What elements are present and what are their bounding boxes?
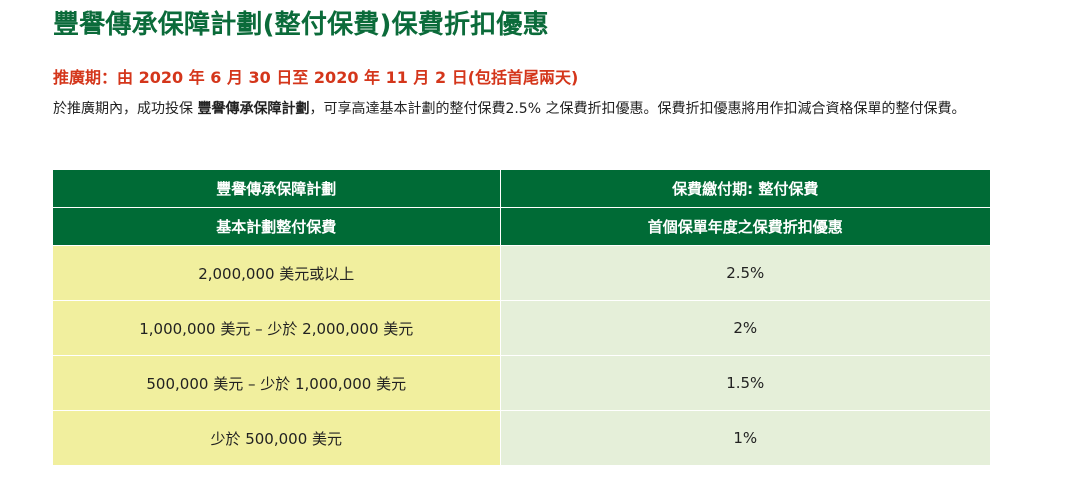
discount-rate-cell: 1% [500,410,990,466]
premium-amount-cell: 500,000 美元 – 少於 1,000,000 美元 [53,355,501,411]
table-row: 少於 500,000 美元 1% [53,410,990,466]
table-header-row: 基本計劃整付保費 首個保單年度之保費折扣優惠 [53,207,990,246]
premium-amount-cell: 少於 500,000 美元 [53,410,501,466]
plan-name: 豐譽傳承保障計劃 [197,101,310,117]
table-row: 500,000 美元 – 少於 1,000,000 美元 1.5% [53,355,990,411]
header-payment-term: 保費繳付期: 整付保費 [500,170,990,208]
header-plan-name: 豐譽傳承保障計劃 [53,170,501,208]
page-title: 豐譽傳承保障計劃(整付保費)保費折扣優惠 [53,10,549,40]
premium-amount-cell: 1,000,000 美元 – 少於 2,000,000 美元 [53,300,501,356]
header-premium: 基本計劃整付保費 [53,207,501,246]
table-row: 1,000,000 美元 – 少於 2,000,000 美元 2% [53,300,990,356]
description-text-2: ，可享高達基本計劃的整付保費2.5% 之保費折扣優惠。保費折扣優惠將用作扣減合資… [309,101,966,117]
promo-period: 推廣期：由 2020 年 6 月 30 日至 2020 年 11 月 2 日(包… [53,68,579,87]
header-discount: 首個保單年度之保費折扣優惠 [500,207,990,246]
table-row: 2,000,000 美元或以上 2.5% [53,245,990,301]
offer-description: 於推廣期內，成功投保 豐譽傳承保障計劃，可享高達基本計劃的整付保費2.5% 之保… [53,100,1053,118]
discount-table: 豐譽傳承保障計劃 保費繳付期: 整付保費 基本計劃整付保費 首個保單年度之保費折… [53,170,990,466]
table-header-row: 豐譽傳承保障計劃 保費繳付期: 整付保費 [53,170,990,208]
discount-rate-cell: 1.5% [500,355,990,411]
discount-rate-cell: 2% [500,300,990,356]
description-text-1: 於推廣期內，成功投保 [53,101,198,117]
discount-rate-cell: 2.5% [500,245,990,301]
premium-amount-cell: 2,000,000 美元或以上 [53,245,501,301]
